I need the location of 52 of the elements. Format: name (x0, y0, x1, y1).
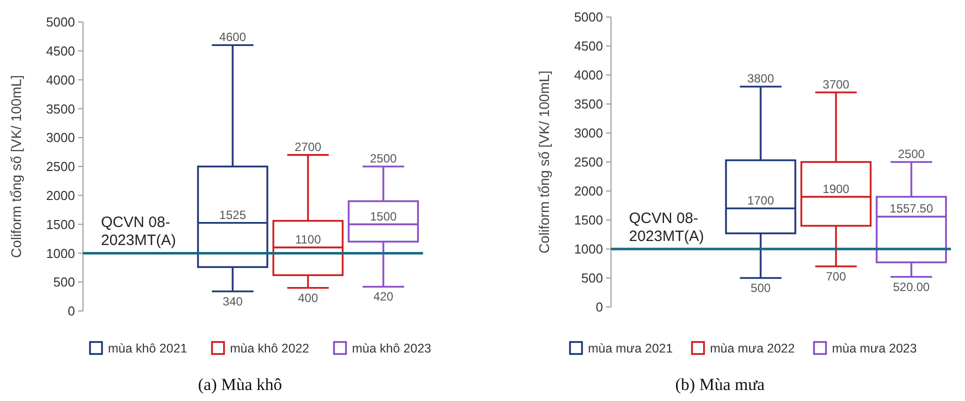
annotation: 1557.50 (890, 202, 934, 216)
y-axis-title: Coliform tổng số [VK/ 100mL] (8, 75, 24, 258)
y-tick-label: 500 (581, 270, 603, 286)
y-tick-label: 3000 (574, 126, 603, 141)
legend-label: mùa khô 2021 (108, 341, 188, 356)
annotation: 3800 (747, 72, 774, 86)
ref-line-label: QCVN 08-2023MT(A) (629, 210, 704, 245)
annotation: 400 (298, 290, 318, 305)
y-tick-label: 1500 (574, 212, 603, 228)
text: (b) Mùa mưa (675, 375, 766, 394)
y-tick-label: 0 (596, 300, 603, 315)
annotation: 520.00 (892, 280, 930, 294)
annotation: 2500 (898, 147, 926, 161)
y-tick-label: 5000 (46, 14, 75, 30)
annotation: 2700 (294, 140, 322, 154)
y-tick-label: 4500 (574, 38, 603, 54)
annotation: 1500 (370, 209, 398, 224)
y-tick-label: 3500 (574, 96, 603, 112)
y-tick-label: 4000 (46, 72, 75, 88)
y-tick-label: 0 (68, 304, 75, 319)
text: (a) Mùa khô (198, 375, 282, 394)
legend-label: mùa mưa 2022 (710, 341, 795, 356)
annotation: 340 (222, 294, 243, 308)
legend-label: mùa khô 2022 (230, 341, 310, 356)
annotation: 420 (373, 290, 394, 304)
annotation: 1700 (747, 193, 774, 208)
y-axis-title: Coliform tổng số [VK/ 100mL] (536, 70, 552, 254)
legend-label: mùa mưa 2023 (832, 341, 917, 356)
y-tick-label: 2000 (46, 188, 75, 203)
ref-line-label: QCVN 08-2023MT(A) (101, 214, 176, 250)
legend-label: mùa khô 2023 (352, 341, 432, 356)
y-tick-label: 3000 (46, 130, 75, 146)
y-tick-label: 3500 (46, 101, 75, 116)
annotation: 1100 (295, 232, 322, 246)
legend-label: mùa mưa 2021 (588, 341, 673, 356)
annotation: 700 (826, 269, 846, 284)
y-tick-label: 2500 (46, 159, 75, 174)
annotation: 4600 (219, 30, 246, 44)
annotation: 2500 (370, 152, 398, 166)
y-tick-label: 2500 (574, 154, 603, 170)
annotation: 500 (750, 281, 771, 295)
annotation: 3700 (822, 77, 850, 92)
annotation: 1525 (219, 208, 246, 222)
y-tick-label: 4000 (574, 68, 603, 83)
y-tick-label: 5000 (574, 10, 603, 25)
annotation: 1900 (822, 182, 850, 196)
y-tick-label: 1000 (574, 242, 603, 257)
y-tick-label: 2000 (574, 184, 603, 199)
y-tick-label: 1000 (46, 246, 75, 261)
y-tick-label: 1500 (46, 216, 75, 232)
y-tick-label: 500 (53, 274, 75, 290)
y-tick-label: 4500 (46, 43, 75, 58)
